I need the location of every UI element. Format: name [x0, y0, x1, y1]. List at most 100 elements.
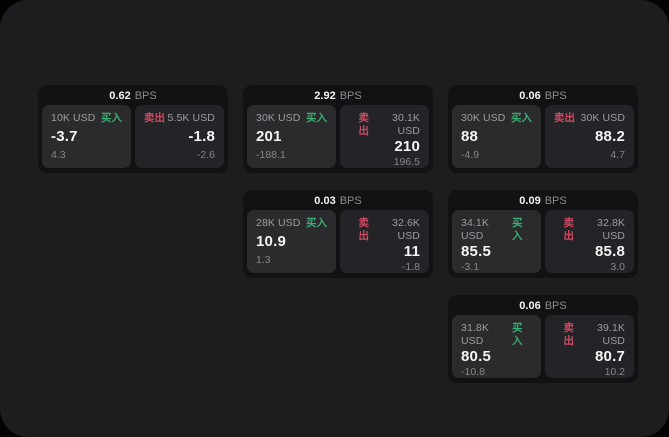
buy-amount: 30K USD [256, 112, 301, 124]
sell-side-label: 卖出 [554, 112, 575, 124]
spread-header: 2.92 BPS [247, 88, 429, 105]
sell-side-label: 卖出 [563, 217, 575, 242]
sell-delta: 10.2 [604, 366, 625, 378]
buy-delta: -4.9 [461, 149, 480, 161]
buy-amount: 10K USD [51, 112, 96, 124]
buy-amount: 28K USD [256, 217, 301, 229]
sell-top-row: 卖出 39.1K USD [554, 322, 625, 348]
buy-top-row: 31.8K USD 买入 [461, 322, 532, 348]
spread-bps-unit: BPS [134, 90, 157, 102]
buy-top-row: 28K USD 买入 [256, 217, 327, 230]
spread-bps-value: 0.62 [109, 90, 131, 102]
sell-amount: 32.8K USD [597, 217, 625, 242]
sell-amount: 5.5K USD [167, 112, 215, 124]
buy-panel[interactable]: 30K USD 买入 201 -188.1 [247, 105, 336, 168]
spread-bps-unit: BPS [544, 90, 567, 102]
quote-card: 0.09 BPS 34.1K USD 买入 85.5 -3.1 卖出 [448, 190, 638, 278]
spread-header: 0.09 BPS [452, 193, 634, 210]
buy-price: 10.9 [256, 233, 286, 250]
card-body: 34.1K USD 买入 85.5 -3.1 卖出 32.8K USD 85.8… [452, 210, 634, 273]
card-body: 28K USD 买入 10.9 1.3 卖出 32.6K USD 11 -1.8 [247, 210, 429, 273]
buy-panel[interactable]: 10K USD 买入 -3.7 4.3 [42, 105, 131, 168]
buy-panel[interactable]: 34.1K USD 买入 85.5 -3.1 [452, 210, 541, 273]
buy-side-label: 买入 [101, 112, 122, 124]
buy-side-label: 买入 [511, 322, 523, 347]
buy-price: 88 [461, 128, 479, 145]
sell-side-label: 卖出 [563, 322, 575, 347]
buy-panel[interactable]: 28K USD 买入 10.9 1.3 [247, 210, 336, 273]
buy-panel[interactable]: 30K USD 买入 88 -4.9 [452, 105, 541, 168]
card-body: 10K USD 买入 -3.7 4.3 卖出 5.5K USD -1.8 -2.… [42, 105, 224, 168]
sell-delta: -2.6 [196, 149, 215, 161]
buy-side-label: 买入 [511, 217, 523, 242]
spread-bps-unit: BPS [339, 90, 362, 102]
spread-bps-unit: BPS [544, 195, 567, 207]
buy-panel[interactable]: 31.8K USD 买入 80.5 -10.8 [452, 315, 541, 378]
sell-top-row: 卖出 5.5K USD [144, 112, 215, 125]
spread-header: 0.06 BPS [452, 88, 634, 105]
sell-price: 11 [403, 243, 420, 260]
sell-price: 210 [394, 138, 420, 155]
quote-card: 0.06 BPS 31.8K USD 买入 80.5 -10.8 卖 [448, 295, 638, 383]
buy-top-row: 30K USD 买入 [461, 112, 532, 125]
sell-delta: -1.8 [401, 261, 420, 273]
sell-price: -1.8 [188, 128, 215, 145]
sell-side-label: 卖出 [144, 112, 165, 124]
card-body: 31.8K USD 买入 80.5 -10.8 卖出 39.1K USD 80.… [452, 315, 634, 378]
spread-header: 0.03 BPS [247, 193, 429, 210]
sell-price: 88.2 [595, 128, 625, 145]
buy-delta: 4.3 [51, 149, 66, 161]
spread-bps-value: 0.03 [314, 195, 336, 207]
quote-card: 0.03 BPS 28K USD 买入 10.9 1.3 卖出 [243, 190, 433, 278]
sell-top-row: 卖出 30K USD [554, 112, 625, 125]
spread-header: 0.62 BPS [42, 88, 224, 105]
buy-side-label: 买入 [306, 217, 327, 229]
buy-amount: 30K USD [461, 112, 506, 124]
sell-panel[interactable]: 卖出 39.1K USD 80.7 10.2 [545, 315, 634, 378]
sell-delta: 4.7 [610, 149, 625, 161]
buy-delta: 1.3 [256, 254, 271, 266]
spread-bps-value: 2.92 [314, 90, 336, 102]
buy-delta: -188.1 [256, 149, 286, 161]
spread-bps-value: 0.09 [519, 195, 541, 207]
sell-panel[interactable]: 卖出 30.1K USD 210 196.5 [340, 105, 429, 168]
sell-top-row: 卖出 32.8K USD [554, 217, 625, 243]
spread-header: 0.06 BPS [452, 298, 634, 315]
buy-amount: 31.8K USD [461, 322, 489, 347]
quote-card: 2.92 BPS 30K USD 买入 201 -188.1 卖出 [243, 85, 433, 173]
quote-card: 0.62 BPS 10K USD 买入 -3.7 4.3 卖出 [38, 85, 228, 173]
buy-price: 85.5 [461, 243, 491, 260]
sell-top-row: 卖出 32.6K USD [349, 217, 420, 243]
sell-delta: 3.0 [610, 261, 625, 273]
sell-top-row: 卖出 30.1K USD [349, 112, 420, 138]
quote-card-grid: 0.62 BPS 10K USD 买入 -3.7 4.3 卖出 [38, 85, 638, 383]
sell-amount: 32.6K USD [392, 217, 420, 242]
buy-top-row: 10K USD 买入 [51, 112, 122, 125]
sell-price: 85.8 [595, 243, 625, 260]
sell-side-label: 卖出 [358, 217, 370, 242]
spread-bps-unit: BPS [544, 300, 567, 312]
buy-amount: 34.1K USD [461, 217, 489, 242]
spread-bps-unit: BPS [339, 195, 362, 207]
buy-top-row: 30K USD 买入 [256, 112, 327, 125]
quote-card: 0.06 BPS 30K USD 买入 88 -4.9 卖出 [448, 85, 638, 173]
spread-bps-value: 0.06 [519, 90, 541, 102]
sell-amount: 30K USD [580, 112, 625, 124]
sell-price: 80.7 [595, 348, 625, 365]
spread-bps-value: 0.06 [519, 300, 541, 312]
sell-side-label: 卖出 [358, 112, 370, 137]
sell-amount: 30.1K USD [392, 112, 420, 137]
card-body: 30K USD 买入 88 -4.9 卖出 30K USD 88.2 4.7 [452, 105, 634, 168]
sell-delta: 196.5 [393, 156, 420, 168]
card-body: 30K USD 买入 201 -188.1 卖出 30.1K USD 210 1… [247, 105, 429, 168]
sell-panel[interactable]: 卖出 5.5K USD -1.8 -2.6 [135, 105, 224, 168]
sell-panel[interactable]: 卖出 32.8K USD 85.8 3.0 [545, 210, 634, 273]
sell-panel[interactable]: 卖出 30K USD 88.2 4.7 [545, 105, 634, 168]
buy-side-label: 买入 [306, 112, 327, 124]
buy-price: -3.7 [51, 128, 78, 145]
sell-amount: 39.1K USD [597, 322, 625, 347]
buy-side-label: 买入 [511, 112, 532, 124]
sell-panel[interactable]: 卖出 32.6K USD 11 -1.8 [340, 210, 429, 273]
